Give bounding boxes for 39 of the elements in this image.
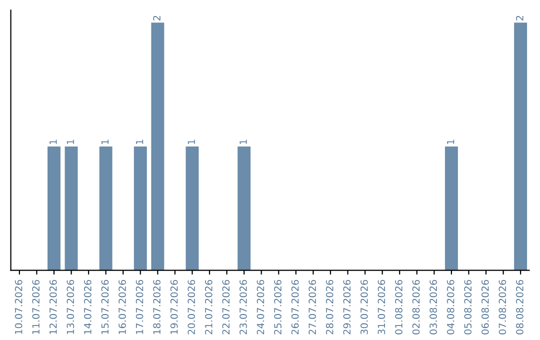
x-tick-label: 21.07.2026 [204,280,212,334]
x-tick-label: 16.07.2026 [118,280,126,334]
x-tick-label: 29.07.2026 [343,280,351,334]
data-label: 1 [101,140,109,144]
x-tick-label: 25.07.2026 [274,280,282,334]
x-tick-label: 01.08.2026 [395,280,402,334]
data-label: 1 [50,140,57,144]
x-tick-label: 26.07.2026 [291,280,299,334]
x-tick-label: 02.08.2026 [412,280,420,334]
data-label: 1 [447,140,454,144]
x-tick-label: 24.07.2026 [256,280,264,334]
data-label: 1 [240,140,247,144]
data-label: 1 [66,140,74,144]
x-tick-label: 13.07.2026 [66,280,74,334]
x-tick-label: 07.08.2026 [498,280,506,334]
x-tick-label: 27.07.2026 [308,280,316,334]
x-tick-label: 08.08.2026 [516,280,524,334]
x-tick-label: 22.07.2026 [222,280,230,334]
data-label: 1 [136,140,144,144]
x-tick-label: 15.07.2026 [101,280,109,334]
x-tick-label: 18.07.2026 [153,280,160,334]
x-tick-label: 04.08.2026 [446,280,454,334]
data-label: 2 [153,16,160,20]
x-tick-label: 14.07.2026 [84,280,92,334]
x-tick-label: 30.07.2026 [360,280,368,334]
x-tick-label: 19.07.2026 [170,280,178,334]
x-tick-label: 17.07.2026 [136,280,144,334]
x-tick-label: 12.07.2026 [49,280,57,334]
x-tick-label: 05.08.2026 [464,280,472,334]
x-tick-label: 06.08.2026 [481,280,489,334]
x-tick-label: 11.07.2026 [32,280,40,334]
x-tick-label: 03.08.2026 [430,280,437,334]
x-tick-label: 31.07.2026 [378,280,386,334]
x-tick-label: 23.07.2026 [240,280,247,334]
data-label: 1 [188,140,195,144]
x-tick-label: 10.07.2026 [14,280,22,334]
x-tick-label: 20.07.2026 [188,280,196,334]
x-tick-label: 28.07.2026 [326,280,334,334]
data-label: 2 [516,16,524,20]
